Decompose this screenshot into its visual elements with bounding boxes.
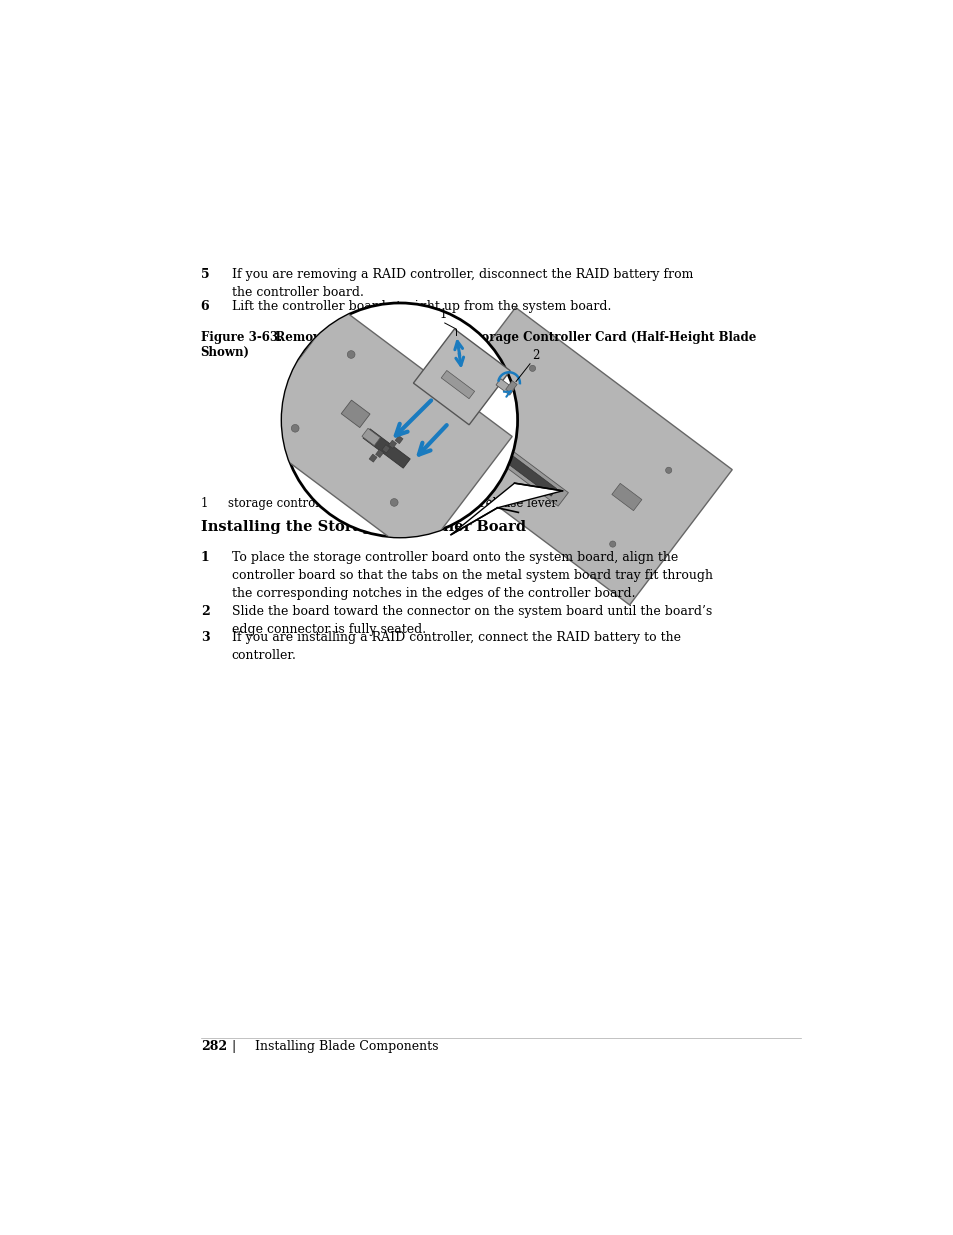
- Text: release lever: release lever: [479, 496, 557, 510]
- Text: 2: 2: [452, 496, 459, 510]
- Circle shape: [291, 425, 298, 432]
- Polygon shape: [361, 429, 380, 446]
- Text: Shown): Shown): [200, 346, 250, 359]
- Polygon shape: [440, 370, 475, 399]
- Polygon shape: [413, 329, 510, 425]
- Polygon shape: [495, 447, 557, 496]
- Circle shape: [347, 351, 355, 358]
- Circle shape: [609, 541, 616, 547]
- Text: To place the storage controller board onto the system board, align the
controlle: To place the storage controller board on…: [232, 551, 712, 600]
- Polygon shape: [451, 483, 562, 535]
- Text: 6: 6: [200, 300, 209, 312]
- Circle shape: [282, 303, 517, 537]
- Text: If you are removing a RAID controller, disconnect the RAID battery from
the cont: If you are removing a RAID controller, d…: [232, 268, 692, 299]
- Text: If you are installing a RAID controller, connect the RAID battery to the
control: If you are installing a RAID controller,…: [232, 631, 679, 662]
- Circle shape: [529, 366, 535, 372]
- Text: 2: 2: [200, 605, 209, 618]
- Polygon shape: [381, 445, 390, 453]
- Text: 5: 5: [200, 268, 209, 280]
- Polygon shape: [483, 437, 568, 506]
- Text: Slide the board toward the connector on the system board until the board’s
edge : Slide the board toward the connector on …: [232, 605, 711, 636]
- Polygon shape: [473, 424, 500, 451]
- Polygon shape: [413, 308, 732, 605]
- Text: storage controller card: storage controller card: [228, 496, 365, 510]
- Polygon shape: [395, 436, 403, 443]
- Text: 2: 2: [532, 350, 539, 362]
- Circle shape: [473, 440, 479, 445]
- Polygon shape: [341, 400, 370, 427]
- Polygon shape: [496, 379, 514, 395]
- Text: Figure 3-63.: Figure 3-63.: [200, 331, 281, 343]
- Polygon shape: [388, 440, 396, 448]
- Text: 1: 1: [439, 309, 446, 321]
- Text: 282: 282: [200, 1040, 227, 1053]
- Polygon shape: [375, 450, 383, 458]
- Circle shape: [665, 467, 671, 473]
- Text: Installing Blade Components: Installing Blade Components: [254, 1040, 438, 1053]
- Text: 3: 3: [200, 631, 209, 643]
- Text: 1: 1: [200, 496, 208, 510]
- Polygon shape: [611, 483, 641, 510]
- Text: |: |: [232, 1040, 235, 1053]
- Polygon shape: [505, 380, 517, 393]
- Text: Lift the controller board straight up from the system board.: Lift the controller board straight up fr…: [232, 300, 610, 312]
- Polygon shape: [363, 429, 410, 468]
- Circle shape: [390, 499, 397, 506]
- Polygon shape: [245, 306, 512, 559]
- Text: Installing the Storage Controller Board: Installing the Storage Controller Board: [200, 520, 525, 534]
- Polygon shape: [369, 454, 376, 462]
- Text: 1: 1: [200, 551, 209, 564]
- Text: Removing and Installing the Storage Controller Card (Half-Height Blade: Removing and Installing the Storage Cont…: [258, 331, 756, 343]
